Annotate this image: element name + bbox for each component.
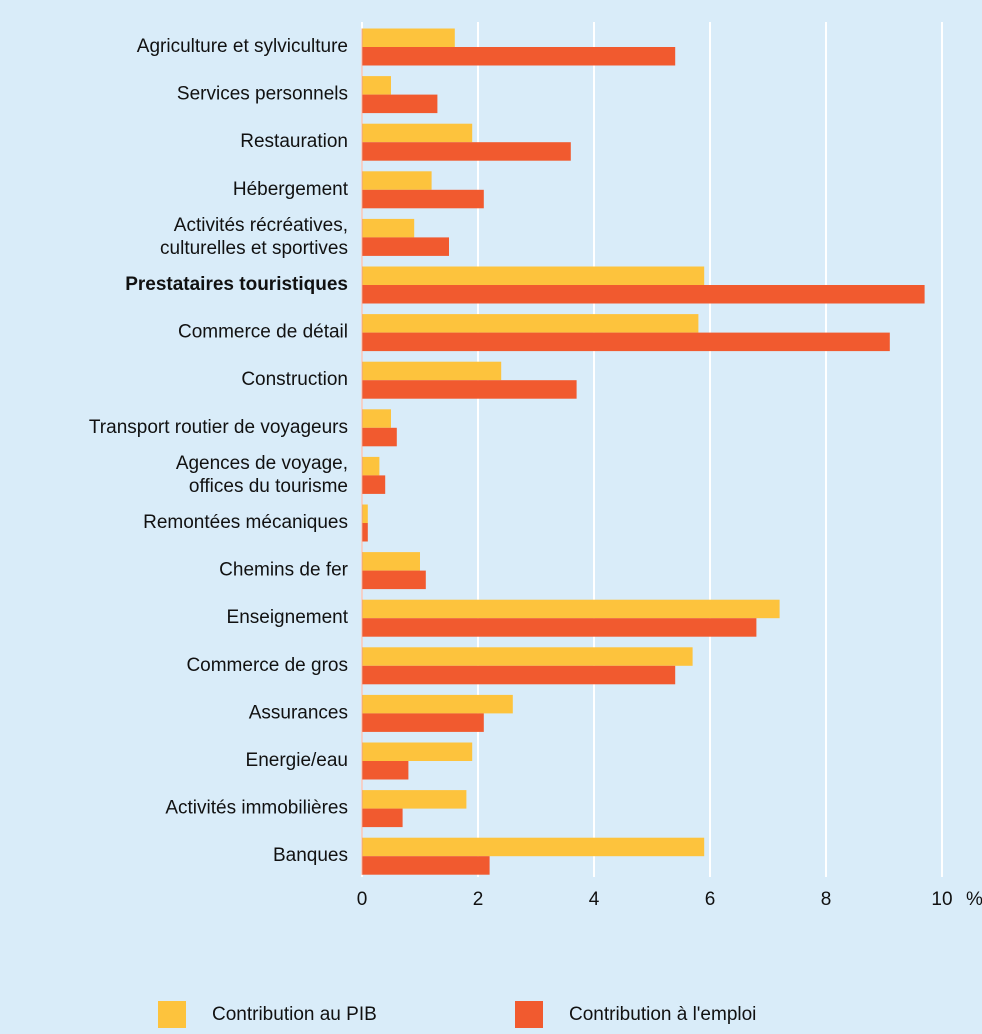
y-tick-label: Agriculture et sylviculture xyxy=(137,36,348,57)
bar xyxy=(362,856,490,875)
bar xyxy=(362,427,397,447)
y-tick-label: Banques xyxy=(273,845,348,866)
y-tick-label: Commerce de détail xyxy=(178,322,348,343)
bar xyxy=(362,504,368,523)
bar xyxy=(362,552,420,571)
y-tick-label: Activités récréatives, culturelles et spo… xyxy=(160,215,348,259)
bar xyxy=(362,123,473,143)
bar xyxy=(362,94,438,114)
bar xyxy=(362,237,449,256)
y-tick-label: Activités immobilières xyxy=(165,798,348,819)
y-tick-label: Assurances xyxy=(249,702,348,723)
bar xyxy=(362,761,409,780)
bar xyxy=(362,837,705,857)
bar xyxy=(362,266,705,285)
y-tick-label: Agences de voyage, offices du tourisme xyxy=(176,453,348,497)
bar xyxy=(362,218,415,238)
y-tick-label: Restauration xyxy=(240,131,348,152)
bar xyxy=(362,28,455,47)
bar xyxy=(362,456,380,476)
bar xyxy=(362,409,391,428)
y-tick-label: Transport routier de voyageurs xyxy=(89,417,348,438)
bar xyxy=(362,475,386,494)
bar xyxy=(362,332,890,352)
y-tick-label: Prestataires touristiques xyxy=(125,274,348,295)
bar xyxy=(362,314,699,333)
legend-label: Contribution à l'emploi xyxy=(569,1004,756,1025)
bar xyxy=(362,618,757,637)
y-tick-label: Hébergement xyxy=(233,179,349,200)
legend-swatch xyxy=(515,1001,543,1028)
x-tick-label: 10 xyxy=(931,889,952,910)
bar xyxy=(362,694,513,714)
bar xyxy=(362,808,403,828)
bar xyxy=(362,647,693,666)
x-tick-label: 6 xyxy=(705,889,716,910)
x-unit: % xyxy=(966,889,982,910)
bar xyxy=(362,523,368,542)
x-tick-label: 4 xyxy=(589,889,600,910)
bar xyxy=(362,47,676,66)
bar xyxy=(362,742,473,761)
bar xyxy=(362,570,426,590)
bar xyxy=(362,790,467,809)
y-tick-label: Construction xyxy=(241,369,348,390)
y-tick-label: Energie/eau xyxy=(246,750,348,771)
bar xyxy=(362,171,432,190)
bar xyxy=(362,285,925,304)
y-tick-label: Remontées mécaniques xyxy=(143,512,348,533)
legend-label: Contribution au PIB xyxy=(212,1004,377,1025)
x-tick-label: 0 xyxy=(357,889,368,910)
y-tick-label: Services personnels xyxy=(177,84,348,105)
bar xyxy=(362,665,676,685)
bar xyxy=(362,380,577,399)
x-tick-label: 2 xyxy=(473,889,484,910)
bar xyxy=(362,361,502,381)
y-tick-label: Chemins de fer xyxy=(219,560,349,581)
bar xyxy=(362,599,780,619)
bar xyxy=(362,189,484,209)
bar xyxy=(362,713,484,732)
bar xyxy=(362,76,391,95)
x-tick-label: 8 xyxy=(821,889,832,910)
bar xyxy=(362,142,571,161)
legend-swatch xyxy=(158,1001,186,1028)
y-tick-label: Commerce de gros xyxy=(186,655,348,676)
y-tick-label: Enseignement xyxy=(227,607,349,628)
